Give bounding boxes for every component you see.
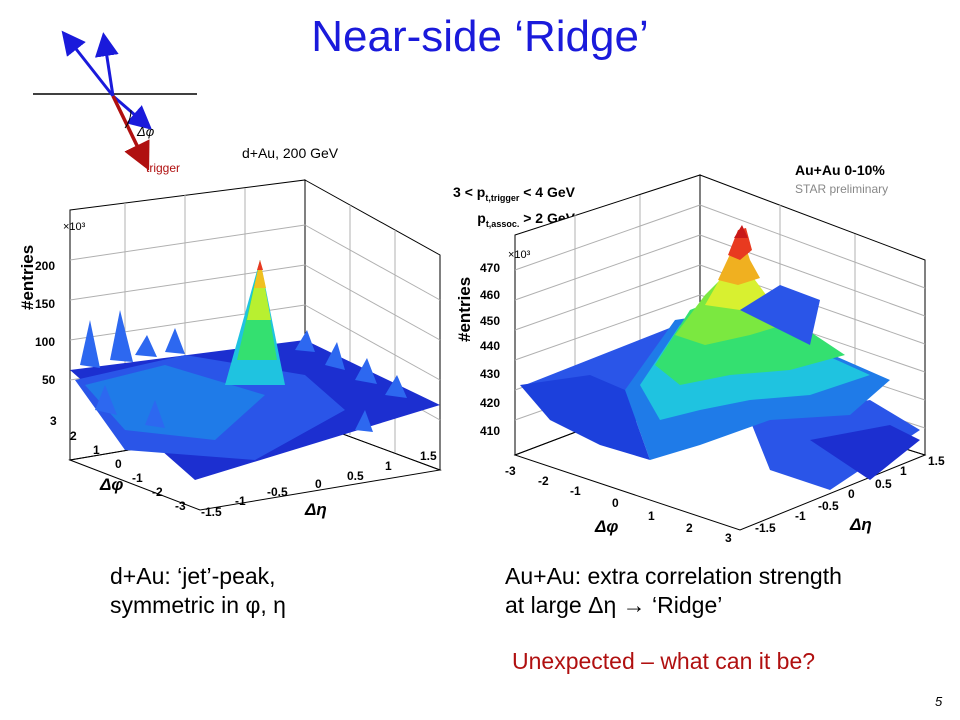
z-tick: 50 xyxy=(42,373,56,387)
svg-text:-1: -1 xyxy=(235,494,246,508)
svg-text:1.5: 1.5 xyxy=(928,454,945,468)
z-multiplier: ×10³ xyxy=(508,249,531,261)
svg-text:-0.5: -0.5 xyxy=(818,499,839,513)
trigger-label: trigger xyxy=(146,161,180,175)
svg-text:450: 450 xyxy=(480,314,500,328)
svg-text:2: 2 xyxy=(70,429,77,443)
slide-title: Near-side ‘Ridge’ xyxy=(311,12,649,61)
deta-axis-label: Δη xyxy=(849,515,872,534)
svg-text:0: 0 xyxy=(115,457,122,471)
svg-text:-1: -1 xyxy=(132,471,143,485)
delta-phi-symbol: Δφ xyxy=(136,124,155,139)
svg-text:-0.5: -0.5 xyxy=(267,485,288,499)
svg-text:0.5: 0.5 xyxy=(347,469,364,483)
dau-dphi-axis: 3 2 1 0 -1 -2 -3 Δφ xyxy=(50,414,186,513)
svg-text:2: 2 xyxy=(686,521,693,535)
svg-text:0: 0 xyxy=(612,496,619,510)
auau-deta-axis: -1.5 -1 -0.5 0 0.5 1 1.5 Δη xyxy=(755,454,945,535)
dau-correlation-surface: 50 100 150 200 ×10³ #entries 3 2 1 0 -1 … xyxy=(18,179,442,519)
svg-text:3: 3 xyxy=(50,414,57,428)
auau-system-label: Au+Au 0-10% xyxy=(795,162,885,178)
svg-text:-2: -2 xyxy=(538,474,549,488)
cuts-label: 3 < pt,trigger < 4 GeV pt,assoc. > 2 GeV xyxy=(453,184,575,229)
svg-text:-3: -3 xyxy=(505,464,516,478)
svg-text:1: 1 xyxy=(385,459,392,473)
z-tick: 200 xyxy=(35,259,55,273)
svg-text:-1.5: -1.5 xyxy=(201,505,222,519)
svg-text:420: 420 xyxy=(480,396,500,410)
svg-text:-2: -2 xyxy=(152,485,163,499)
auau-correlation-surface: 410 420 430 440 450 460 470 ×10³ #entrie… xyxy=(455,174,945,545)
dau-deta-axis: -1.5 -1 -0.5 0 0.5 1 1.5 Δη xyxy=(201,449,437,519)
trigger-arrow xyxy=(111,95,150,171)
deta-axis-label: Δη xyxy=(304,500,327,519)
dphi-axis-label: Δφ xyxy=(99,475,123,494)
associated-jet-arrow xyxy=(61,30,115,97)
page-number: 5 xyxy=(935,694,943,709)
svg-text:3: 3 xyxy=(725,531,732,545)
svg-text:470: 470 xyxy=(480,261,500,275)
auau-caption: Au+Au: extra correlation strength at lar… xyxy=(505,563,842,618)
svg-text:460: 460 xyxy=(480,288,500,302)
dau-caption: d+Au: ‘jet’-peak, symmetric in φ, η xyxy=(110,563,286,618)
svg-text:-1: -1 xyxy=(795,509,806,523)
dau-system-label: d+Au, 200 GeV xyxy=(242,145,339,161)
svg-text:1.5: 1.5 xyxy=(420,449,437,463)
svg-text:430: 430 xyxy=(480,367,500,381)
svg-text:1: 1 xyxy=(648,509,655,523)
svg-text:440: 440 xyxy=(480,339,500,353)
z-multiplier: ×10³ xyxy=(63,221,86,233)
delta-phi-diagram: Δφ trigger xyxy=(33,30,197,175)
svg-text:0.5: 0.5 xyxy=(875,477,892,491)
z-tick: 100 xyxy=(35,335,55,349)
svg-text:-1: -1 xyxy=(570,484,581,498)
unexpected-note: Unexpected – what can it be? xyxy=(512,648,816,674)
star-preliminary-label: STAR preliminary xyxy=(795,182,889,196)
svg-text:0: 0 xyxy=(315,477,322,491)
dphi-axis-label: Δφ xyxy=(594,517,618,536)
auau-dphi-axis: -3 -2 -1 0 1 2 3 Δφ xyxy=(505,464,732,545)
auau-z-axis: 410 420 430 440 450 460 470 ×10³ #entrie… xyxy=(455,249,531,438)
z-axis-label: #entries xyxy=(455,277,474,342)
svg-text:-1.5: -1.5 xyxy=(755,521,776,535)
svg-text:410: 410 xyxy=(480,424,500,438)
svg-text:-3: -3 xyxy=(175,499,186,513)
dau-z-axis: 50 100 150 200 ×10³ #entries xyxy=(18,221,86,387)
svg-text:1: 1 xyxy=(900,464,907,478)
z-tick: 150 xyxy=(35,297,55,311)
svg-text:0: 0 xyxy=(848,487,855,501)
z-axis-label: #entries xyxy=(18,245,37,310)
svg-text:1: 1 xyxy=(93,443,100,457)
